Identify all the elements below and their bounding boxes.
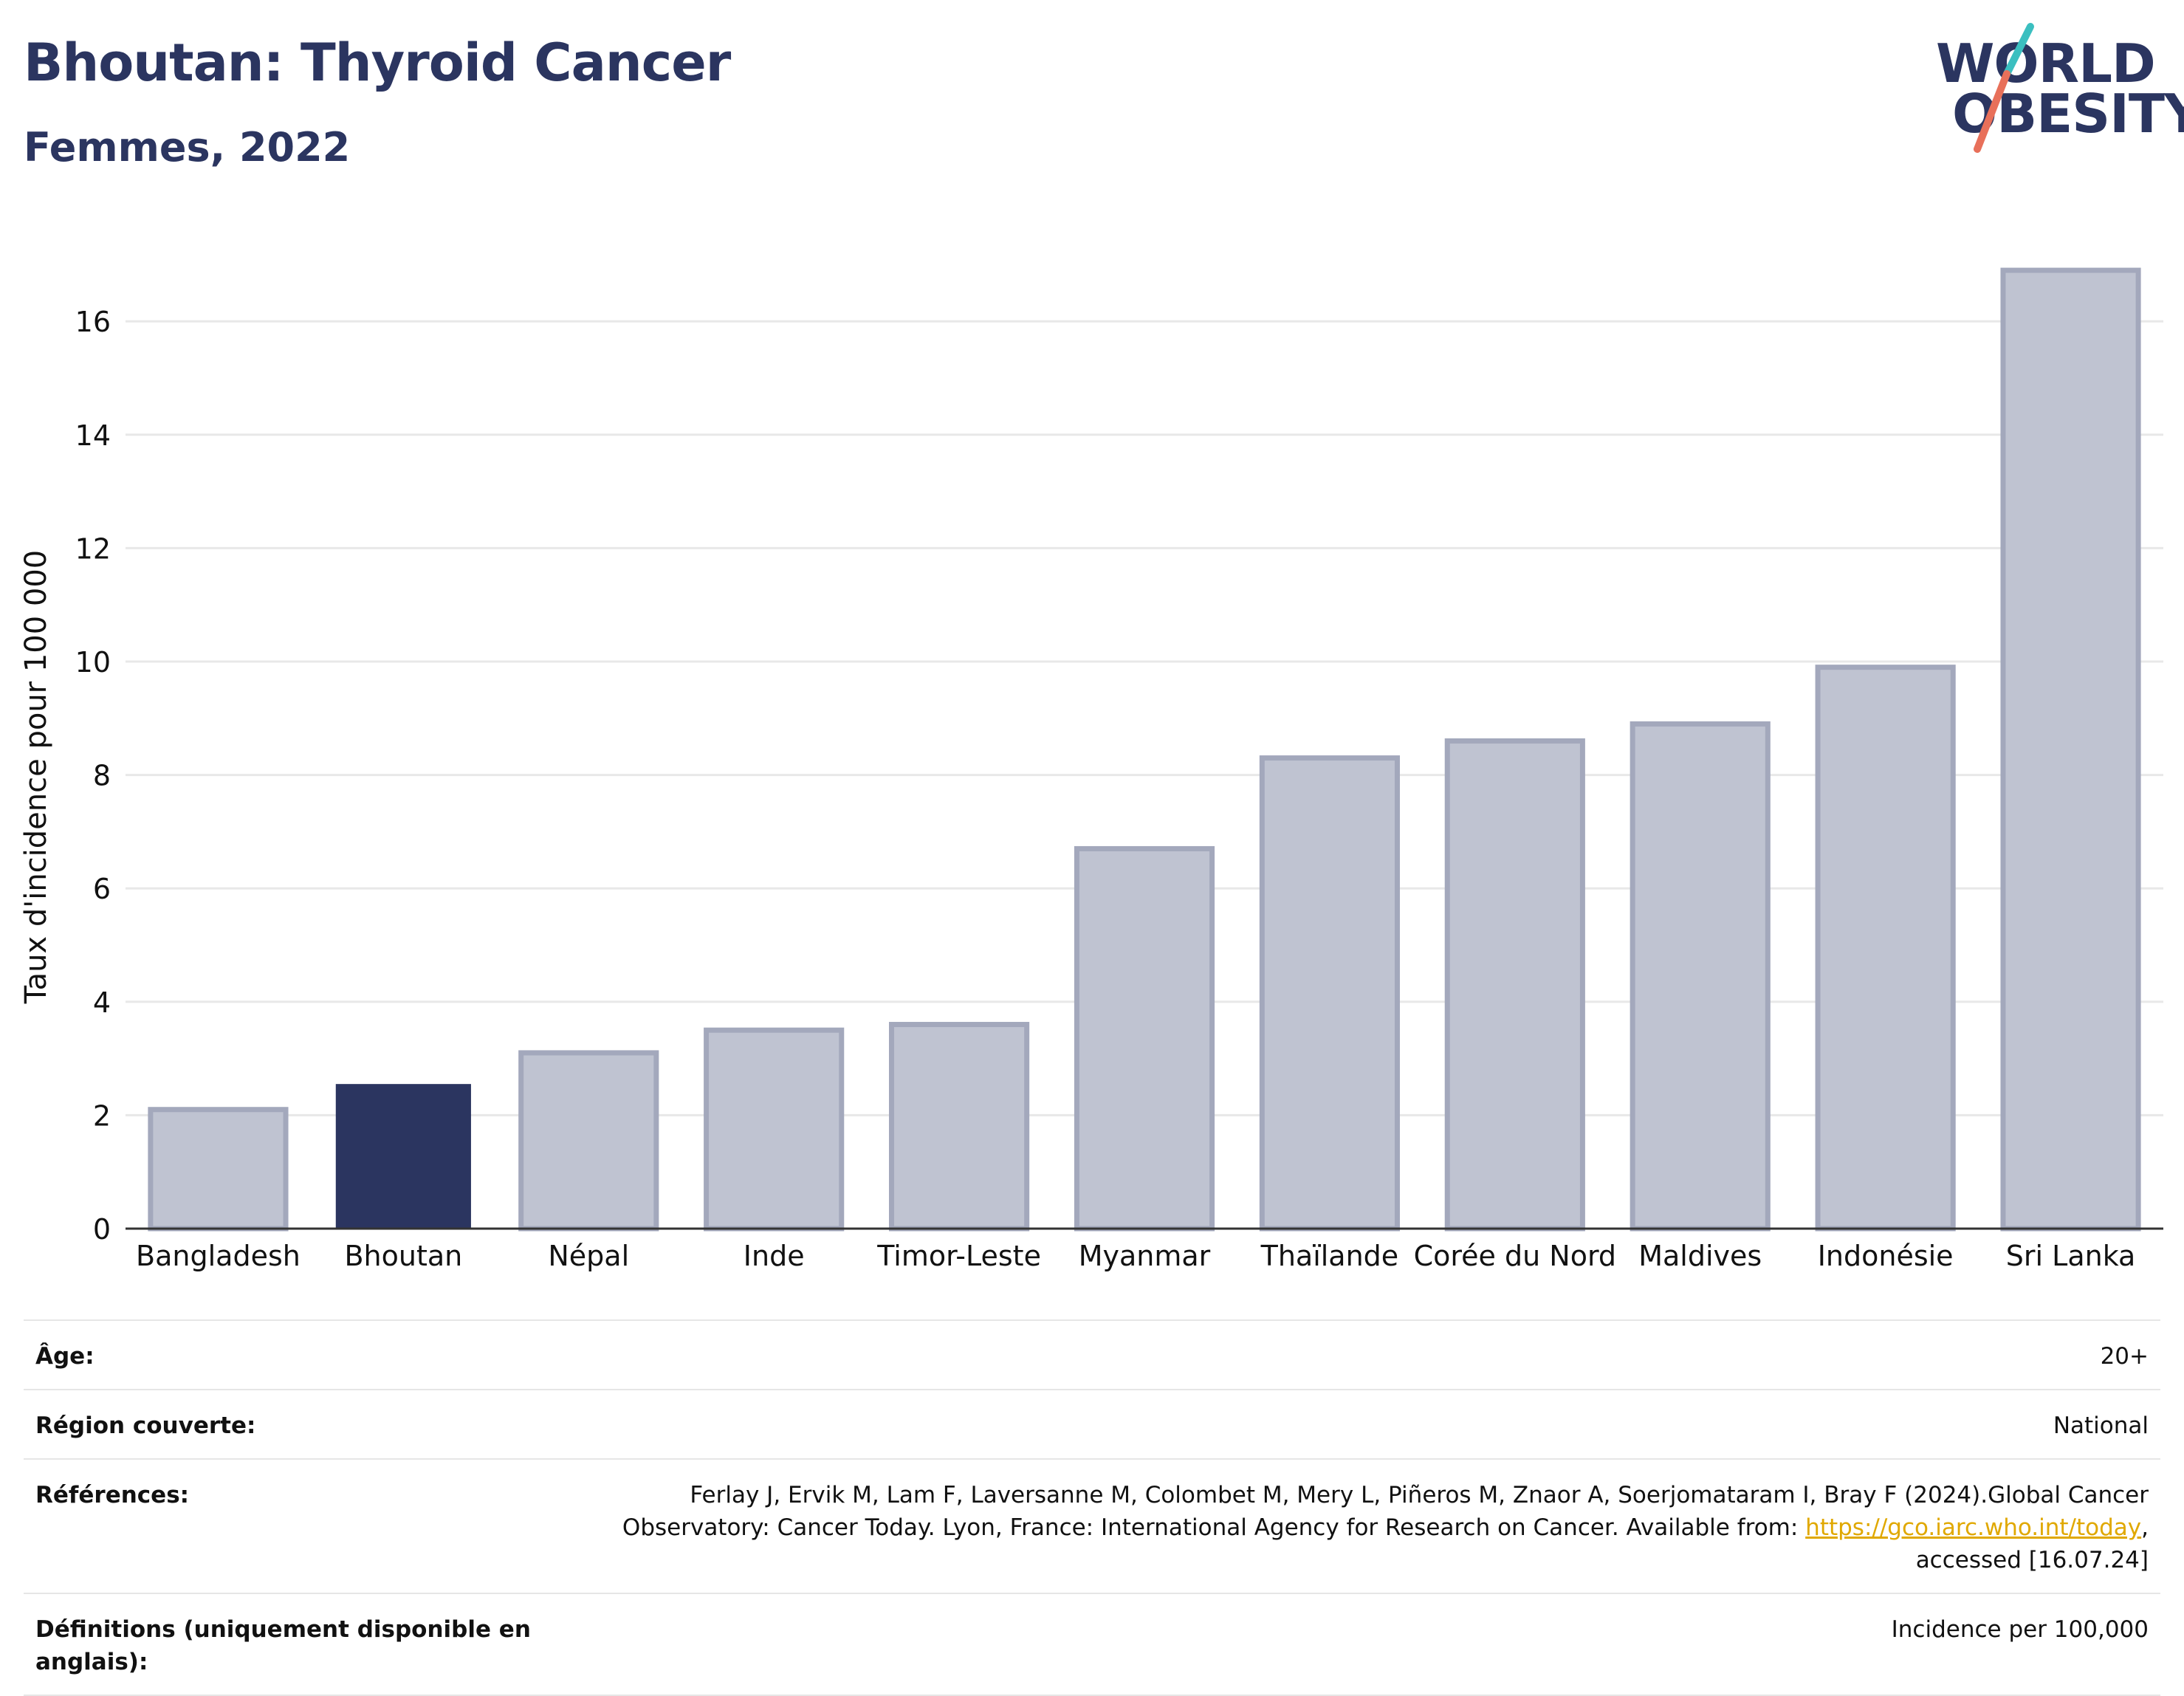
bar-timor-leste	[889, 1022, 1030, 1232]
x-tick-label: Sri Lanka	[2006, 1240, 2136, 1272]
definitions-label: Définitions (uniquement disponible en an…	[35, 1616, 531, 1675]
y-tick-label: 14	[75, 419, 111, 452]
references-text-1: Ferlay J, Ervik M, Lam F, Laversanne M, …	[622, 1482, 2149, 1541]
y-axis-ticks: 0 2 4 6 8 10 12 14 16	[75, 306, 111, 1246]
y-tick-label: 16	[75, 306, 111, 338]
x-tick-label: Bangladesh	[136, 1240, 301, 1272]
bar-tha-lande	[1259, 755, 1400, 1232]
y-axis-title: Taux d'incidence pour 100 000	[19, 550, 53, 1004]
info-row-region: Région couverte: National	[24, 1389, 2160, 1458]
x-tick-label: Corée du Nord	[1414, 1240, 1616, 1272]
y-tick-label: 12	[75, 532, 111, 565]
x-tick-label: Indonésie	[1818, 1240, 1954, 1272]
info-row-references: Références: Ferlay J, Ervik M, Lam F, La…	[24, 1458, 2160, 1593]
y-tick-label: 6	[93, 873, 111, 905]
definitions-value: Incidence per 100,000	[1891, 1616, 2149, 1643]
y-tick-label: 10	[75, 646, 111, 679]
info-row-definitions: Définitions (uniquement disponible en an…	[24, 1593, 2160, 1696]
info-table: Âge: 20+ Région couverte: National Référ…	[24, 1319, 2160, 1696]
y-tick-label: 8	[93, 760, 111, 792]
references-text-2: , accessed [16.07.24]	[1915, 1514, 2149, 1573]
bar-myanmar	[1074, 845, 1215, 1232]
bar-sri-lanka	[2000, 267, 2141, 1232]
bar-bangladesh	[148, 1107, 289, 1232]
y-tick-label: 2	[93, 1099, 111, 1132]
logo-line-1: WORLD	[1936, 32, 2156, 95]
region-value: National	[2053, 1412, 2149, 1439]
world-obesity-logo: WORLD OBESITY	[1920, 21, 2184, 161]
x-tick-label: Thaïlande	[1260, 1240, 1399, 1272]
references-value: Ferlay J, Ervik M, Lam F, Laversanne M, …	[561, 1479, 2149, 1576]
references-link[interactable]: https://gco.iarc.who.int/today	[1805, 1514, 2142, 1541]
x-axis-ticks: Bangladesh Bhoutan Népal Inde Timor-Leste Mya…	[136, 1240, 2135, 1272]
bar-chart: 0 2 4 6 8 10 12 14 16 Bangladesh Bhoutan Népal Inde…	[19, 267, 2163, 1272]
x-tick-label: Myanmar	[1079, 1240, 1211, 1272]
age-label: Âge:	[35, 1343, 95, 1370]
x-tick-label: Maldives	[1638, 1240, 1762, 1272]
y-tick-label: 4	[93, 986, 111, 1019]
chart-subtitle: Femmes, 2022	[24, 124, 351, 171]
bar-inde	[704, 1027, 845, 1232]
bar-n-pal	[518, 1050, 659, 1232]
logo-slash-icon	[1974, 23, 2034, 153]
y-tick-label: 0	[93, 1213, 111, 1246]
x-tick-label: Inde	[744, 1240, 805, 1272]
x-tick-label: Népal	[548, 1240, 629, 1272]
bar-bhoutan	[335, 1084, 471, 1229]
bar-maldives	[1630, 721, 1771, 1232]
chart-title: Bhoutan: Thyroid Cancer	[24, 32, 731, 93]
bars	[148, 267, 2141, 1232]
age-value: 20+	[2100, 1343, 2149, 1370]
info-row-age: Âge: 20+	[24, 1319, 2160, 1389]
x-tick-label: Timor-Leste	[876, 1240, 1041, 1272]
references-label: Références:	[35, 1482, 190, 1508]
x-tick-label: Bhoutan	[344, 1240, 462, 1272]
bar-indon-sie	[1815, 665, 1956, 1232]
region-label: Région couverte:	[35, 1412, 256, 1439]
bar-cor-e-du-nord	[1444, 738, 1585, 1232]
